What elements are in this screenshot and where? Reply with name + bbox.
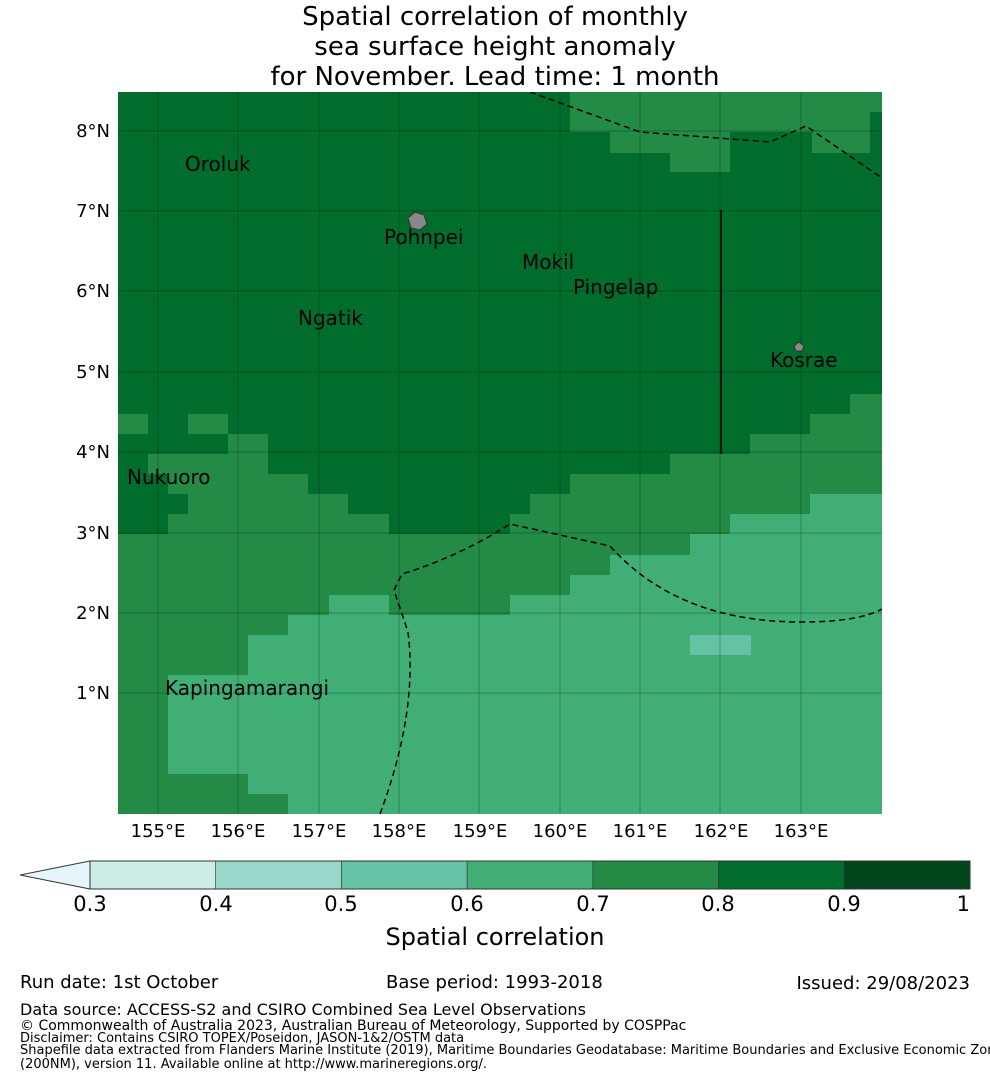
base-period: Base period: 1993-2018 [386,972,603,993]
title-line-2: sea surface height anomaly [314,32,676,62]
place-kosrae: Kosrae [770,348,838,372]
place-nukuoro: Nukuoro [127,465,211,489]
colorbar-tick-0-5: 0.5 [324,892,358,916]
colorbar-segment-2 [215,860,342,890]
lat-tick-2n: 2°N [76,603,110,624]
lon-tick-161e: 161°E [612,821,668,842]
colorbar-tick-1: 1 [956,892,970,916]
colorbar-segment-5 [592,860,719,890]
title-line-3: for November. Lead time: 1 month [270,62,720,92]
region-09-nukuoro [118,434,188,534]
lon-tick-160e: 160°E [532,821,588,842]
lon-tick-159e: 159°E [452,821,508,842]
lon-tick-158e: 158°E [371,821,427,842]
lat-tick-8n: 8°N [76,121,110,142]
colorbar [20,860,971,890]
colorbar-segment-7 [843,860,971,890]
lat-tick-6n: 6°N [76,281,110,302]
region-07-08-main [168,494,882,814]
issued-date: Issued: 29/08/2023 [796,973,970,994]
lat-tick-4n: 4°N [76,442,110,463]
colorbar-segment-3 [341,860,468,890]
colorbar-label: Spatial correlation [385,923,605,951]
place-ngatik: Ngatik [298,306,363,330]
region-09-center [268,454,670,534]
lon-tick-155e: 155°E [130,821,186,842]
eez-boundaries [379,92,882,814]
colorbar-tick-0-7: 0.7 [576,892,610,916]
chart-title: Spatial correlation of monthly sea surfa… [0,2,990,92]
colorbar-segments [89,860,971,890]
lon-tick-162e: 162°E [693,821,749,842]
lat-tick-5n: 5°N [76,362,110,383]
kosrae-island [793,341,805,352]
disclaimer: Disclaimer: Contains CSIRO TOPEX/Poseido… [20,1031,465,1046]
lat-tick-3n: 3°N [76,523,110,544]
lon-tick-157e: 157°E [291,821,347,842]
place-oroluk: Oroluk [185,152,251,176]
copyright: © Commonwealth of Australia 2023, Austra… [20,1018,687,1034]
gridlines [118,92,882,814]
lat-tick-7n: 7°N [76,201,110,222]
title-line-1: Spatial correlation of monthly [302,2,688,32]
run-date: Run date: 1st October [20,972,219,993]
colorbar-tick-0-4: 0.4 [199,892,233,916]
colorbar-tick-0-6: 0.6 [450,892,484,916]
colorbar-segment-1 [89,860,217,890]
data-source: Data source: ACCESS-S2 and CSIRO Combine… [20,1000,586,1019]
colorbar-tick-0-3: 0.3 [73,892,107,916]
shapefile-line-1: Shapefile data extracted from Flanders M… [20,1043,990,1058]
region-06-07 [690,635,751,655]
place-kapingamarangi: Kapingamarangi [165,676,330,700]
place-mokil: Mokil [522,250,575,274]
lon-tick-156e: 156°E [210,821,266,842]
place-pingelap: Pingelap [573,275,659,299]
colorbar-tick-0-8: 0.8 [701,892,735,916]
place-pohnpei: Pohnpei [384,225,464,249]
correlation-map [118,92,882,814]
pohnpei-island [407,211,428,231]
colorbar-segment-6 [718,860,845,890]
lat-tick-1n: 1°N [76,683,110,704]
lon-tick-163e: 163°E [773,821,829,842]
region-08-09-north [570,92,882,172]
shapefile-line-2: (200NM), version 11. Available online at… [20,1057,488,1072]
colorbar-extend-arrow [20,860,91,890]
colorbar-segment-4 [466,860,594,890]
colorbar-tick-0-9: 0.9 [827,892,861,916]
